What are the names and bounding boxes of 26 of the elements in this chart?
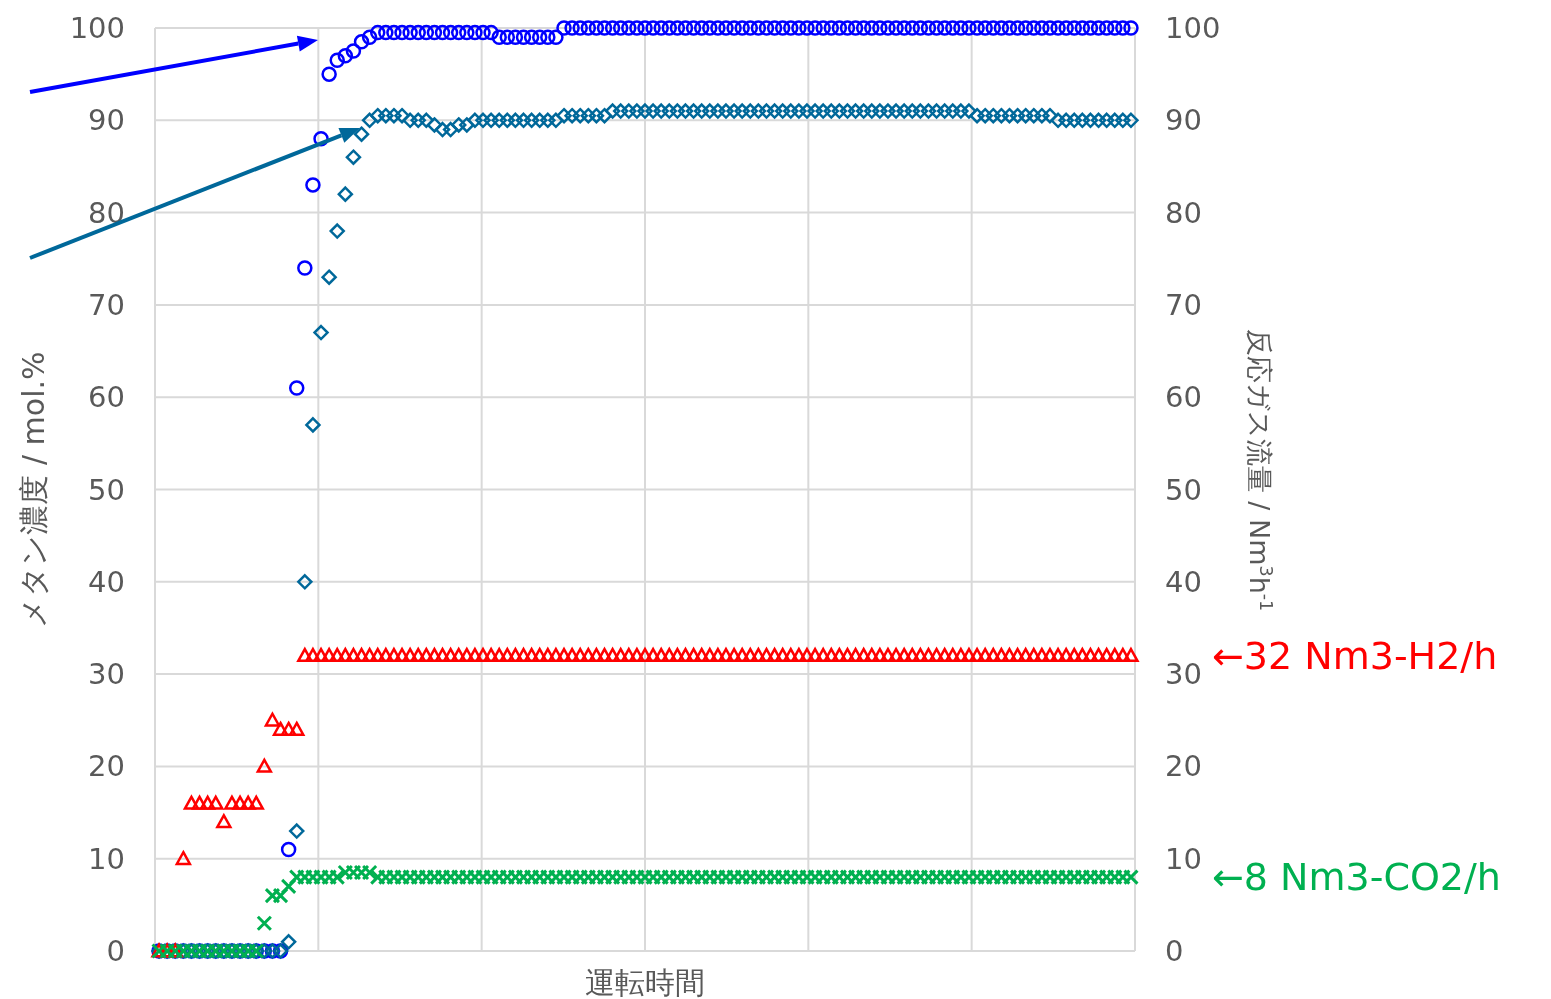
y-tick-label: 50 bbox=[88, 472, 125, 507]
y-tick-label: 70 bbox=[88, 287, 125, 322]
y2-tick-label: 40 bbox=[1165, 564, 1202, 599]
y2-tick-label: 70 bbox=[1165, 287, 1202, 322]
y-tick-label: 0 bbox=[106, 934, 125, 968]
y2-tick-label: 90 bbox=[1165, 103, 1202, 138]
y2-tick-label: 50 bbox=[1165, 472, 1202, 507]
y-tick-label: 80 bbox=[88, 195, 125, 230]
y-tick-label: 30 bbox=[88, 657, 125, 692]
y-tick-label: 20 bbox=[88, 749, 125, 784]
y-tick-label: 60 bbox=[88, 380, 125, 415]
y2-tick-label: 80 bbox=[1165, 195, 1202, 230]
y2-tick-label: 10 bbox=[1165, 841, 1202, 876]
y2-tick-label: 60 bbox=[1165, 380, 1202, 415]
y2-tick-label: 20 bbox=[1165, 749, 1202, 784]
text: ←32 Nm3-H2/h bbox=[1212, 633, 1498, 678]
y-tick-label: 90 bbox=[88, 103, 125, 138]
y-tick-label: 40 bbox=[88, 564, 125, 599]
y2-tick-label: 0 bbox=[1165, 934, 1184, 968]
y-tick-label: 10 bbox=[88, 841, 125, 876]
y-tick-label: 100 bbox=[69, 11, 125, 45]
y2-tick-label: 30 bbox=[1165, 657, 1202, 692]
y-axis-title: メタン濃度 / mol.% bbox=[16, 351, 51, 628]
x-axis-title: 運転時間 bbox=[585, 965, 705, 999]
y2-tick-label: 100 bbox=[1165, 11, 1221, 45]
text: ←8 Nm3-CO2/h bbox=[1212, 855, 1501, 900]
